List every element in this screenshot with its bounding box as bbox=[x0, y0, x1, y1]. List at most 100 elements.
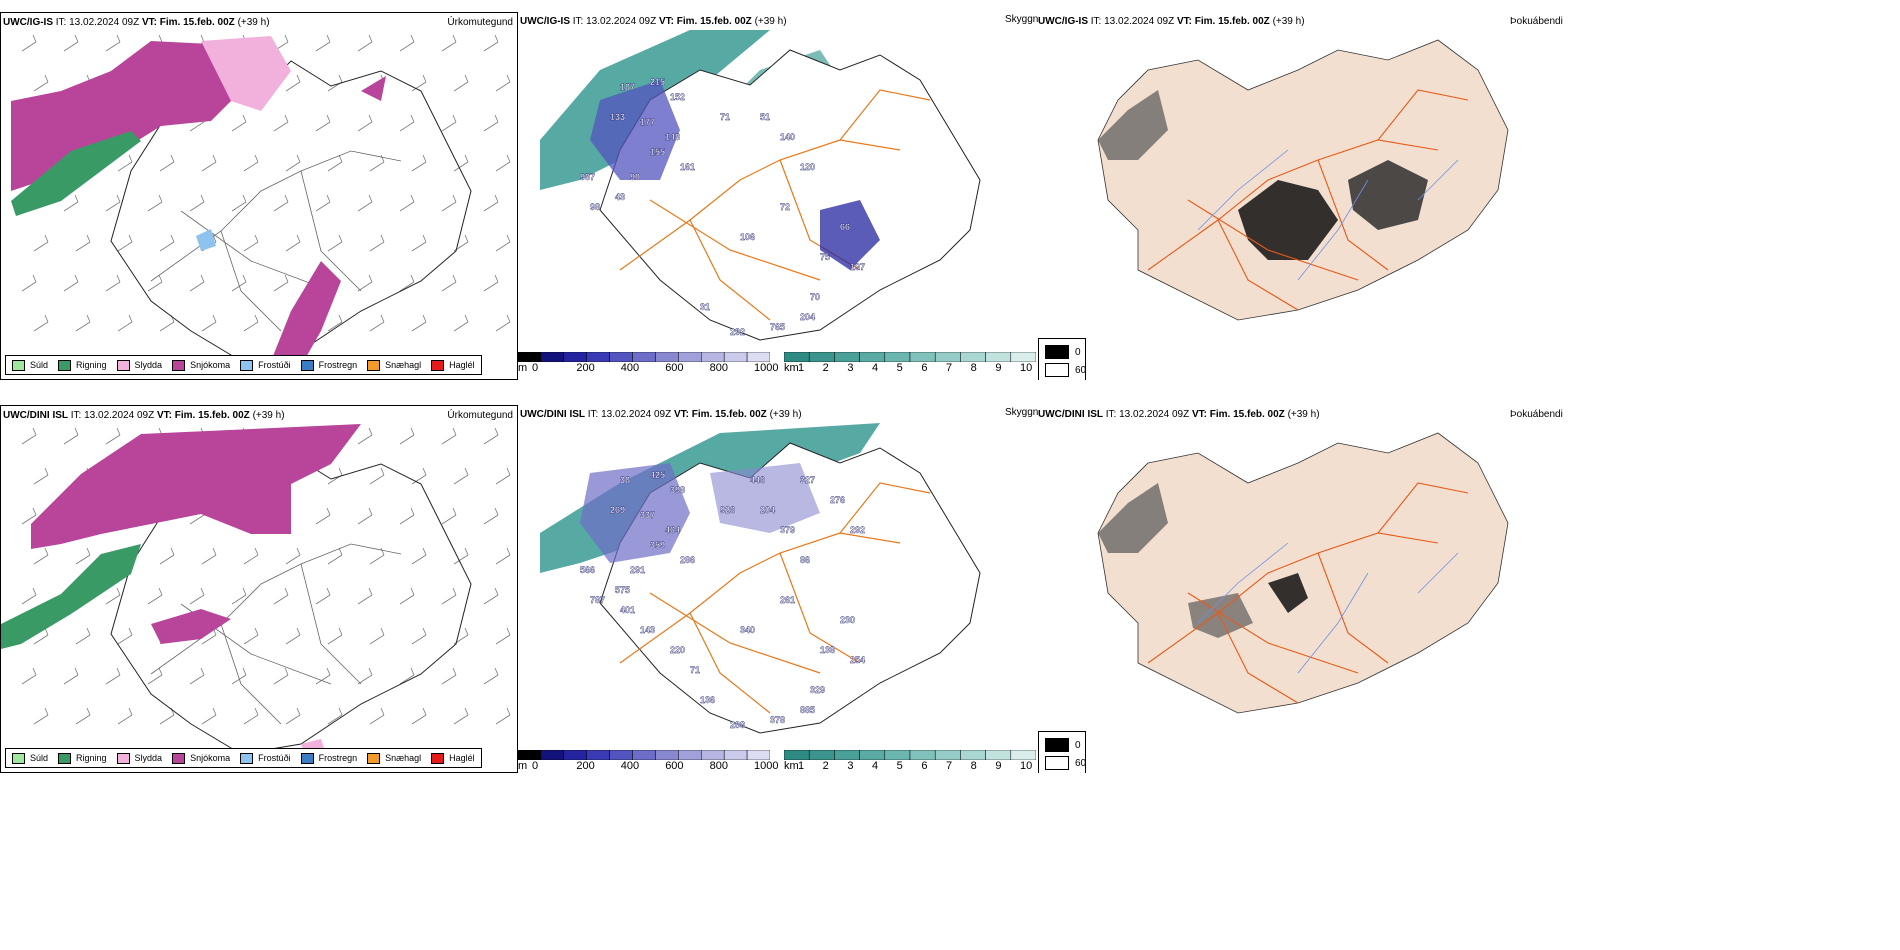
colorbar-cell-2 bbox=[563, 750, 587, 760]
ceiling-label-1: 215 bbox=[650, 77, 665, 87]
wind-barb-43 bbox=[327, 547, 343, 565]
wind-barb-75 bbox=[147, 667, 163, 685]
panel-title: Þokuábendi bbox=[1510, 16, 1563, 27]
legend-label: Frostregn bbox=[318, 360, 358, 370]
wind-barb-38 bbox=[117, 154, 133, 172]
wind-barb-85 bbox=[75, 314, 91, 332]
wind-barb-58 bbox=[441, 194, 457, 212]
wind-barb-68 bbox=[369, 627, 385, 645]
wind-barb-44 bbox=[369, 154, 385, 172]
colorbar-cell-2 bbox=[834, 750, 860, 760]
ceiling-label-8: 90 bbox=[630, 172, 640, 182]
colorbar-tick-7: 8 bbox=[970, 760, 977, 772]
ceiling-label-10: 987 bbox=[580, 172, 595, 182]
snow-area-n bbox=[31, 424, 361, 549]
panel-title: Úrkomutegund bbox=[447, 17, 513, 28]
ceiling-label-23: 765 bbox=[770, 322, 785, 332]
colorbar-tick-9: 10 bbox=[1020, 362, 1033, 374]
wind-barb-45 bbox=[411, 547, 427, 565]
precip-map bbox=[1, 424, 511, 759]
ceiling-label-17: 66 bbox=[840, 222, 850, 232]
colorbar-cell-5 bbox=[632, 352, 656, 362]
ceiling-label-2: 398 bbox=[670, 485, 685, 495]
wind-barb-66 bbox=[285, 234, 301, 252]
wind-barb-56 bbox=[357, 587, 373, 605]
ceiling-label-11: 787 bbox=[590, 595, 605, 605]
ceiling-label-18: 106 bbox=[740, 232, 755, 242]
wind-barb-52 bbox=[189, 194, 205, 212]
colorbar-tick-2: 3 bbox=[847, 760, 854, 772]
road-network bbox=[619, 89, 931, 321]
fog-panel-top: UWC/IG-IS IT: 13.02.2024 09Z VT: Fim. 15… bbox=[1038, 12, 1900, 380]
iceland-land bbox=[1097, 39, 1509, 321]
ceiling-label-18: 340 bbox=[740, 625, 755, 635]
colorbar-cell-7 bbox=[678, 352, 702, 362]
colorbar-cell-6 bbox=[655, 750, 679, 760]
colorbar-tick-1: 2 bbox=[822, 760, 829, 772]
fog-key-label-0: 0 bbox=[1075, 346, 1081, 358]
init-time: IT: 13.02.2024 09Z bbox=[70, 410, 155, 421]
wind-barb-76 bbox=[189, 274, 205, 292]
road-network bbox=[150, 543, 402, 725]
legend-swatch bbox=[172, 752, 186, 764]
colorbar-cell-7 bbox=[678, 750, 702, 760]
legend-label: Rigning bbox=[76, 753, 107, 763]
colorbar-cell-4 bbox=[884, 750, 911, 760]
wind-barb-87 bbox=[159, 314, 175, 332]
panel-title: Skyggni bbox=[1005, 407, 1038, 418]
init-time: IT: 13.02.2024 09Z bbox=[1090, 16, 1175, 27]
ceiling-label-27: 220 bbox=[670, 645, 685, 655]
colorbar-cell-0 bbox=[784, 352, 810, 362]
colorbar-tick-1: 2 bbox=[822, 362, 829, 374]
wind-barb-41 bbox=[243, 154, 259, 172]
wind-barb-10 bbox=[441, 427, 457, 445]
colorbar-cell-1 bbox=[808, 750, 835, 760]
ceiling-label-10: 566 bbox=[580, 565, 595, 575]
wind-barb-39 bbox=[159, 154, 175, 172]
wind-barb-82 bbox=[441, 667, 457, 685]
wind-barb-67 bbox=[327, 234, 343, 252]
colorbar-tick-7: 8 bbox=[970, 362, 977, 374]
wind-barb-69 bbox=[411, 234, 427, 252]
wind-barb-88 bbox=[201, 314, 217, 332]
legend-swatch bbox=[58, 359, 72, 371]
rain-area-w bbox=[1, 544, 141, 649]
wind-barb-74 bbox=[105, 274, 121, 292]
wind-barb-39 bbox=[159, 547, 175, 565]
ceiling-label-19: 254 bbox=[850, 655, 865, 665]
colorbar-cell-5 bbox=[632, 750, 656, 760]
iceland-land bbox=[1097, 432, 1509, 714]
colorbar-tick-0: 1 bbox=[798, 760, 805, 772]
ceiling-label-26: 71 bbox=[690, 665, 700, 675]
ceiling-label-21: 329 bbox=[810, 685, 825, 695]
wind-barb-54 bbox=[273, 587, 289, 605]
colorbar-tick-4: 800 bbox=[709, 362, 728, 374]
wind-barb-33 bbox=[399, 114, 415, 132]
colorbar-cell-6 bbox=[655, 352, 679, 362]
ceiling-label-20: 138 bbox=[820, 645, 835, 655]
legend-item-1: Rigning bbox=[58, 359, 107, 371]
ceiling-colorbar: m 0 200 400 600 800 1000 bbox=[518, 352, 778, 374]
panel-title: Úrkomutegund bbox=[447, 410, 513, 421]
wind-barb-21 bbox=[411, 74, 427, 92]
wind-barb-55 bbox=[315, 587, 331, 605]
wind-barb-77 bbox=[231, 274, 247, 292]
legend-swatch bbox=[58, 752, 72, 764]
fog-key-label-0: 0 bbox=[1075, 739, 1081, 751]
fog-key-swatch-1 bbox=[1045, 756, 1069, 770]
wind-barb-62 bbox=[117, 234, 133, 252]
ceiling-label-11: 98 bbox=[590, 202, 600, 212]
colorbar-cell-2 bbox=[563, 352, 587, 362]
legend-swatch bbox=[12, 752, 25, 764]
init-time: IT: 13.02.2024 09Z bbox=[587, 409, 672, 420]
wind-barb-0 bbox=[21, 427, 37, 445]
colorbar-tick-3: 600 bbox=[665, 362, 684, 374]
colorbar-tick-5: 6 bbox=[921, 362, 928, 374]
wind-barb-90 bbox=[285, 707, 301, 725]
colorbar-tick-9: 10 bbox=[1020, 760, 1033, 772]
low-cloud-ne bbox=[710, 463, 820, 533]
wind-barb-53 bbox=[231, 587, 247, 605]
precip-map bbox=[11, 34, 511, 366]
wind-barb-10 bbox=[441, 34, 457, 52]
colorbar-tick-2: 3 bbox=[847, 362, 854, 374]
